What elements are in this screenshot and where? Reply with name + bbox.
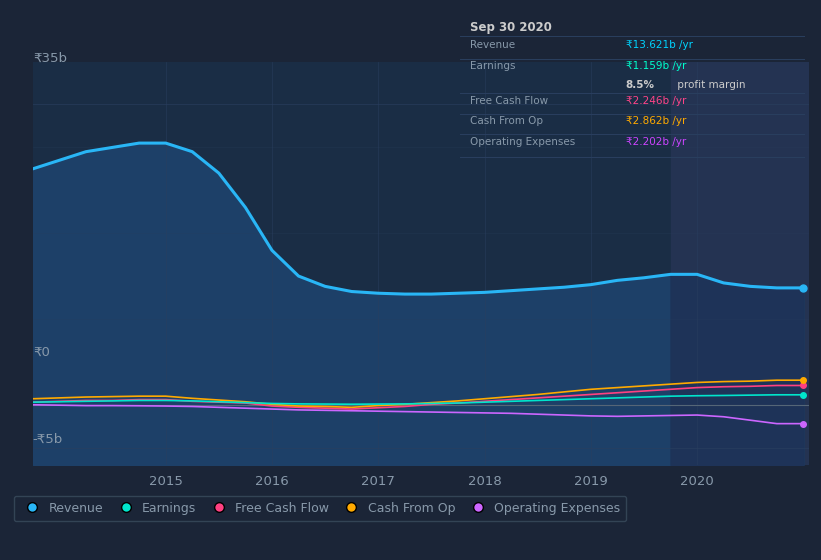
Legend: Revenue, Earnings, Free Cash Flow, Cash From Op, Operating Expenses: Revenue, Earnings, Free Cash Flow, Cash … (13, 496, 626, 521)
Text: profit margin: profit margin (674, 80, 745, 90)
Text: Operating Expenses: Operating Expenses (470, 137, 576, 147)
Text: ₹2.246b /yr: ₹2.246b /yr (626, 96, 686, 106)
Text: ₹13.621b /yr: ₹13.621b /yr (626, 40, 693, 50)
Text: 8.5%: 8.5% (626, 80, 654, 90)
Text: ₹1.159b /yr: ₹1.159b /yr (626, 62, 686, 71)
Text: ₹0: ₹0 (33, 346, 50, 360)
Text: ₹35b: ₹35b (33, 52, 67, 66)
Text: Cash From Op: Cash From Op (470, 116, 544, 127)
Text: Sep 30 2020: Sep 30 2020 (470, 21, 553, 34)
Text: ₹2.202b /yr: ₹2.202b /yr (626, 137, 686, 147)
Text: ₹2.862b /yr: ₹2.862b /yr (626, 116, 686, 127)
Text: Free Cash Flow: Free Cash Flow (470, 96, 548, 106)
Text: -₹5b: -₹5b (33, 433, 63, 446)
Bar (671, 62, 809, 465)
Text: Revenue: Revenue (470, 40, 516, 50)
Text: Earnings: Earnings (470, 62, 516, 71)
